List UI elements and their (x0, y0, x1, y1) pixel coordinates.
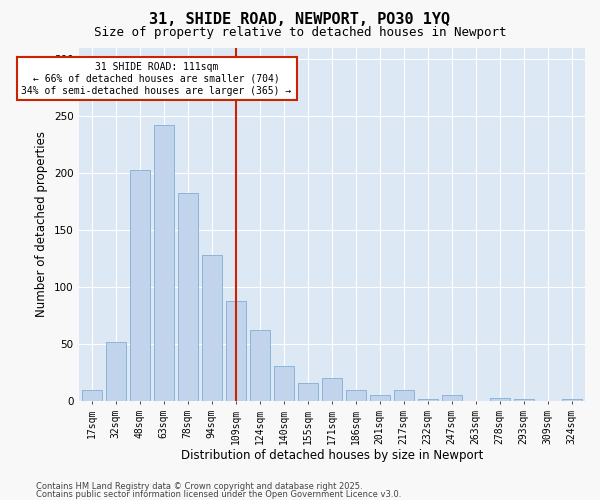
Bar (514, 399, 534, 401)
Bar (322, 378, 342, 401)
Bar (106, 342, 126, 401)
Bar (298, 383, 318, 401)
Text: Size of property relative to detached houses in Newport: Size of property relative to detached ho… (94, 26, 506, 39)
Bar (250, 330, 270, 401)
Bar (154, 125, 174, 401)
Bar (370, 396, 390, 401)
Bar (418, 399, 438, 401)
Bar (130, 170, 150, 401)
Text: 31, SHIDE ROAD, NEWPORT, PO30 1YQ: 31, SHIDE ROAD, NEWPORT, PO30 1YQ (149, 12, 451, 27)
Y-axis label: Number of detached properties: Number of detached properties (35, 132, 49, 318)
Bar (178, 194, 198, 401)
Bar (562, 399, 582, 401)
Text: Contains public sector information licensed under the Open Government Licence v3: Contains public sector information licen… (36, 490, 401, 499)
X-axis label: Distribution of detached houses by size in Newport: Distribution of detached houses by size … (181, 450, 483, 462)
Text: Contains HM Land Registry data © Crown copyright and database right 2025.: Contains HM Land Registry data © Crown c… (36, 482, 362, 491)
Bar (490, 398, 510, 401)
Bar (442, 396, 462, 401)
Bar (202, 255, 222, 401)
Bar (394, 390, 414, 401)
Bar (346, 390, 366, 401)
Bar (274, 366, 294, 401)
Bar (226, 300, 246, 401)
Bar (82, 390, 102, 401)
Text: 31 SHIDE ROAD: 111sqm
← 66% of detached houses are smaller (704)
34% of semi-det: 31 SHIDE ROAD: 111sqm ← 66% of detached … (22, 62, 292, 96)
